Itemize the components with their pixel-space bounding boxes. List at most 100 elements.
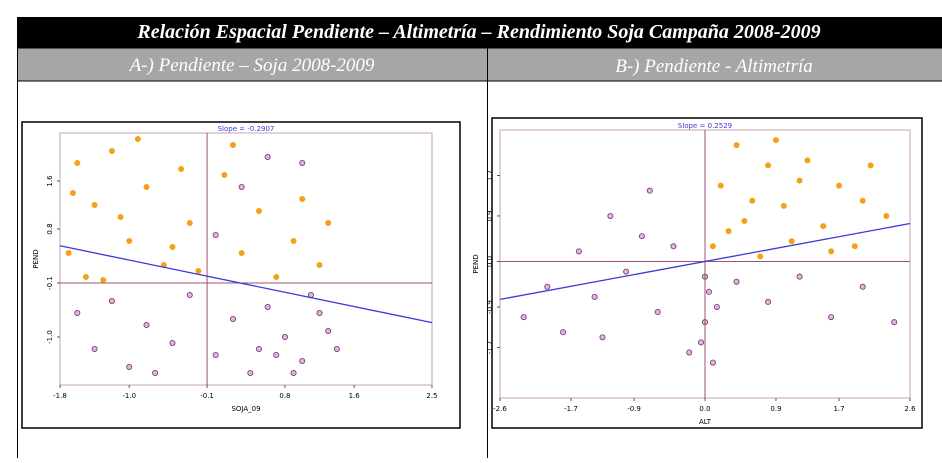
point (796, 273, 803, 280)
y-tick-label: -0.1 (46, 276, 54, 290)
point (238, 249, 245, 256)
point (117, 213, 124, 220)
point (520, 314, 527, 321)
point (152, 369, 159, 376)
point (733, 142, 740, 149)
point (646, 187, 653, 194)
y-tick-label: -1.0 (46, 330, 54, 344)
point (749, 197, 756, 204)
point (796, 177, 803, 184)
point (126, 237, 133, 244)
point (560, 329, 567, 336)
x-tick-label: 0.8 (279, 392, 290, 400)
point (717, 182, 724, 189)
point (69, 189, 76, 196)
y-tick-label: -1.7 (486, 341, 494, 355)
point (698, 339, 705, 346)
point (247, 369, 254, 376)
heading-row (17, 48, 942, 81)
title: Relación Espacial Pendiente – Altimetría… (136, 21, 820, 43)
fit-line (59, 245, 433, 324)
point (134, 135, 141, 142)
point (169, 339, 176, 346)
point (91, 201, 98, 208)
y-tick-label: -0.9 (486, 300, 494, 314)
point (607, 212, 614, 219)
x-tick-label: 2.5 (426, 392, 437, 400)
x-axis-label: ALT (699, 418, 712, 426)
x-tick-label: -1.7 (564, 405, 578, 413)
point (221, 171, 228, 178)
point (765, 162, 772, 169)
point (74, 159, 81, 166)
point (772, 137, 779, 144)
y-axis-label: PEND (472, 254, 480, 273)
point (713, 303, 720, 310)
fit-line (499, 222, 911, 301)
point (638, 233, 645, 240)
chart-frame (21, 121, 461, 429)
point (143, 321, 150, 328)
chart-title: Slope = 0.2529 (678, 122, 732, 130)
x-tick-label: -2.6 (493, 405, 507, 413)
panel-heading: A-) Pendiente – Soja 2008-2009 (128, 55, 375, 76)
point (100, 276, 107, 283)
chart-frame (491, 117, 923, 429)
point (74, 309, 81, 316)
x-tick-label: 1.7 (833, 405, 844, 413)
y-tick-label: 1.7 (486, 170, 494, 181)
point (82, 273, 89, 280)
point (238, 183, 245, 190)
point (230, 141, 237, 148)
point (851, 243, 858, 250)
point (686, 349, 693, 356)
point (255, 345, 262, 352)
point (575, 248, 582, 255)
point (186, 219, 193, 226)
point (828, 314, 835, 321)
point (741, 218, 748, 225)
point (623, 268, 630, 275)
point (804, 157, 811, 164)
point (780, 202, 787, 209)
point (733, 278, 740, 285)
point (65, 249, 72, 256)
point (670, 243, 677, 250)
point (273, 273, 280, 280)
point (299, 159, 306, 166)
point (654, 309, 661, 316)
x-tick-label: 0.0 (699, 405, 710, 413)
y-tick-label: 0.0 (486, 256, 494, 267)
point (883, 212, 890, 219)
point (212, 351, 219, 358)
point (299, 357, 306, 364)
point (828, 248, 835, 255)
point (705, 288, 712, 295)
point (143, 183, 150, 190)
point (325, 327, 332, 334)
point (891, 319, 898, 326)
point (178, 165, 185, 172)
point (255, 207, 262, 214)
point (186, 291, 193, 298)
x-tick-label: -0.9 (627, 405, 641, 413)
point (544, 283, 551, 290)
point (264, 303, 271, 310)
point (299, 195, 306, 202)
point (316, 309, 323, 316)
chart-title: Slope = -0.2907 (218, 125, 275, 133)
title-row (17, 17, 942, 48)
point (725, 228, 732, 235)
point (108, 297, 115, 304)
x-tick-label: 1.6 (349, 392, 361, 400)
x-tick-label: 0.9 (770, 405, 781, 413)
y-tick-label: 0.9 (486, 210, 494, 221)
point (230, 315, 237, 322)
point (195, 267, 202, 274)
x-tick-label: -0.1 (200, 392, 214, 400)
panel-heading: B-) Pendiente - Altimetría (615, 56, 813, 77)
point (591, 293, 598, 300)
point (91, 345, 98, 352)
point (281, 333, 288, 340)
